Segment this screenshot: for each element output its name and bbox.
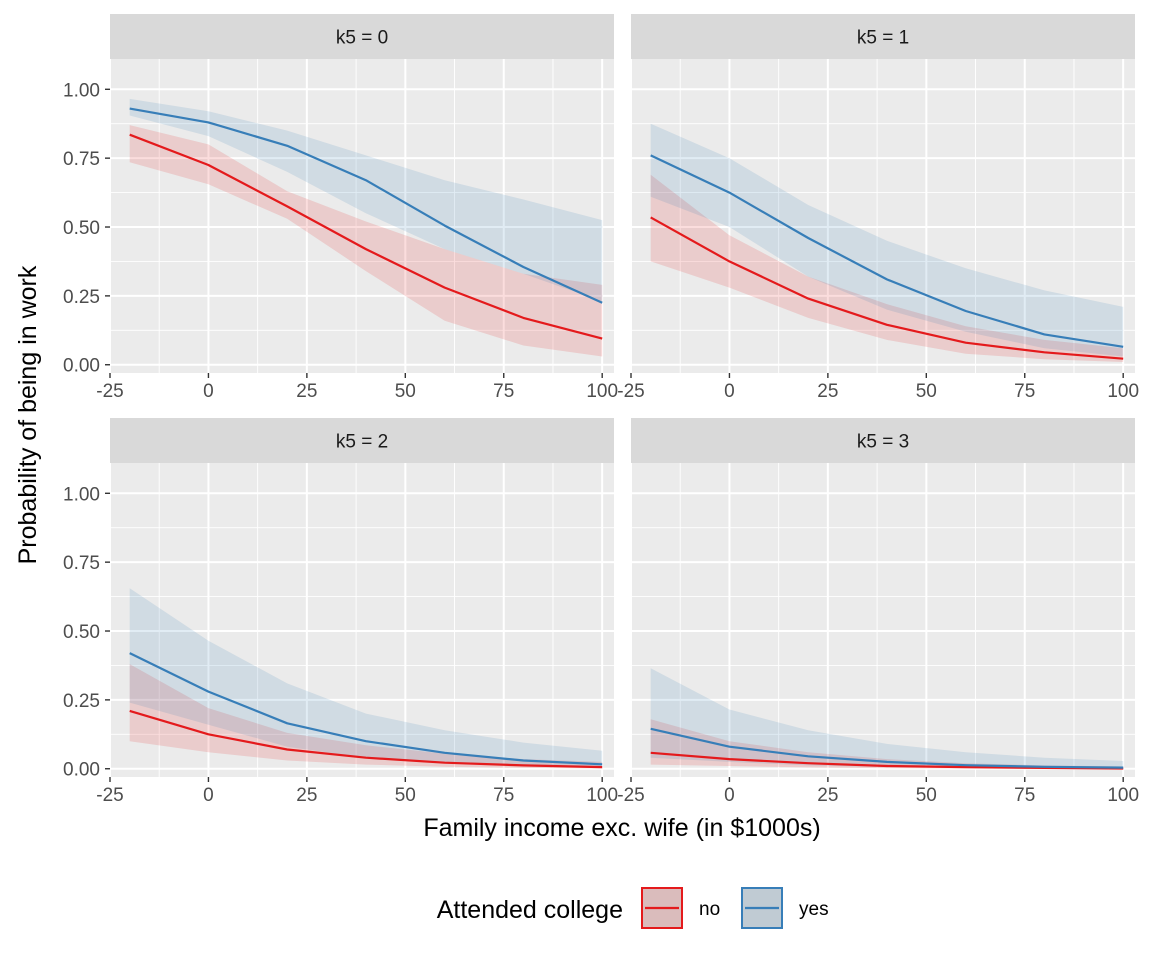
y-tick-label: 0.75 [63,149,100,170]
x-tick-label: 0 [203,381,214,402]
y-tick-label: 0.50 [63,622,100,643]
x-tick-label: 75 [1014,785,1035,806]
x-tick-label: 0 [724,785,735,806]
confidence-band-no [129,125,603,357]
facet-strip [631,418,1135,463]
y-tick-label: 0.25 [63,691,100,712]
series-line-no [129,709,603,769]
facet-strip [110,14,614,59]
facet-panel-3: k5 = 3 -25 0 25 50 75 100 [617,418,1139,806]
facet-panel-2: k5 = 2 -25 0 25 50 75 100 0.00 0.25 0.50 0.75 1.00 [63,418,618,806]
x-tick-label: 50 [916,381,937,402]
series-line-yes [129,652,603,766]
x-tick-label: 25 [817,381,838,402]
confidence-band-yes [650,123,1124,357]
legend: Attended college no yes [437,887,829,929]
panel-background [110,463,614,777]
x-tick-label: 50 [916,785,937,806]
legend-label-no: no [699,899,720,920]
y-tick-label: 1.00 [63,80,100,101]
facet-strip-label: k5 = 1 [857,28,909,49]
x-tick-label: -25 [617,381,644,402]
x-tick-label: 100 [586,785,618,806]
series-line-no [650,216,1124,360]
y-axis-title: Probability of being in work [14,265,42,564]
y-tick-label: 1.00 [63,484,100,505]
x-tick-label: -25 [617,785,644,806]
x-tick-label: 75 [493,381,514,402]
facet-strip [631,14,1135,59]
x-tick-label: 50 [395,381,416,402]
facet-strip [110,418,614,463]
x-axis-title: Family income exc. wife (in $1000s) [423,814,820,842]
x-tick-label: 75 [1014,381,1035,402]
legend-label-yes: yes [799,899,829,920]
x-tick-label: 0 [724,381,735,402]
series-line-yes [129,107,603,304]
series-line-yes [650,154,1124,348]
x-tick-label: 50 [395,785,416,806]
legend-title: Attended college [437,896,623,924]
x-tick-label: 75 [493,785,514,806]
x-tick-label: 0 [203,785,214,806]
panel-background [631,463,1135,777]
y-tick-label: 0.00 [63,356,100,377]
y-tick-label: 0.00 [63,760,100,781]
facet-panel-1: k5 = 1 -25 0 25 50 75 100 [617,14,1139,402]
x-tick-label: 25 [296,785,317,806]
x-tick-label: -25 [96,381,123,402]
x-tick-label: 25 [817,785,838,806]
confidence-band-yes [129,98,603,302]
facet-strip-label: k5 = 0 [336,28,388,49]
x-tick-label: -25 [96,785,123,806]
facet-strip-label: k5 = 2 [336,432,388,453]
series-line-yes [650,727,1124,769]
y-tick-label: 0.50 [63,218,100,239]
y-tick-label: 0.25 [63,287,100,308]
x-tick-label: 100 [1107,785,1139,806]
facet-strip-label: k5 = 3 [857,432,909,453]
confidence-band-no [650,719,1124,769]
confidence-band-yes [129,588,603,768]
series-line-no [650,751,1124,770]
panel-background [631,59,1135,373]
series-line-no [129,133,603,340]
y-tick-label: 0.75 [63,553,100,574]
facet-panel-0: k5 = 0 -25 0 25 50 75 100 0.00 0.25 0.50 0.75 1.00 [63,14,618,402]
confidence-band-yes [650,668,1124,769]
x-tick-label: 100 [1107,381,1139,402]
x-tick-label: 25 [296,381,317,402]
x-tick-label: 100 [586,381,618,402]
